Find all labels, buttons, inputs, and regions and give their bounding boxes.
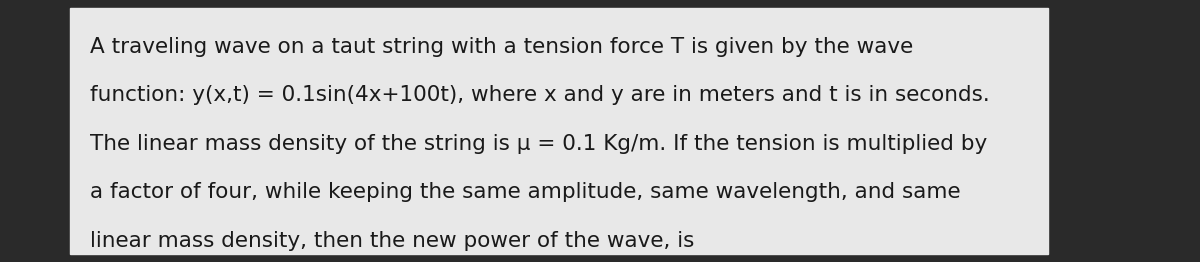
Text: The linear mass density of the string is μ = 0.1 Kg/m. If the tension is multipl: The linear mass density of the string is… — [90, 134, 988, 154]
Text: function: y(x,t) = 0.1sin(4x+100t), where x and y are in meters and t is in seco: function: y(x,t) = 0.1sin(4x+100t), wher… — [90, 85, 990, 105]
Text: A traveling wave on a taut string with a tension force T is given by the wave: A traveling wave on a taut string with a… — [90, 37, 913, 57]
Text: linear mass density, then the new power of the wave, is: linear mass density, then the new power … — [90, 231, 695, 250]
Text: a factor of four, while keeping the same amplitude, same wavelength, and same: a factor of four, while keeping the same… — [90, 182, 961, 202]
